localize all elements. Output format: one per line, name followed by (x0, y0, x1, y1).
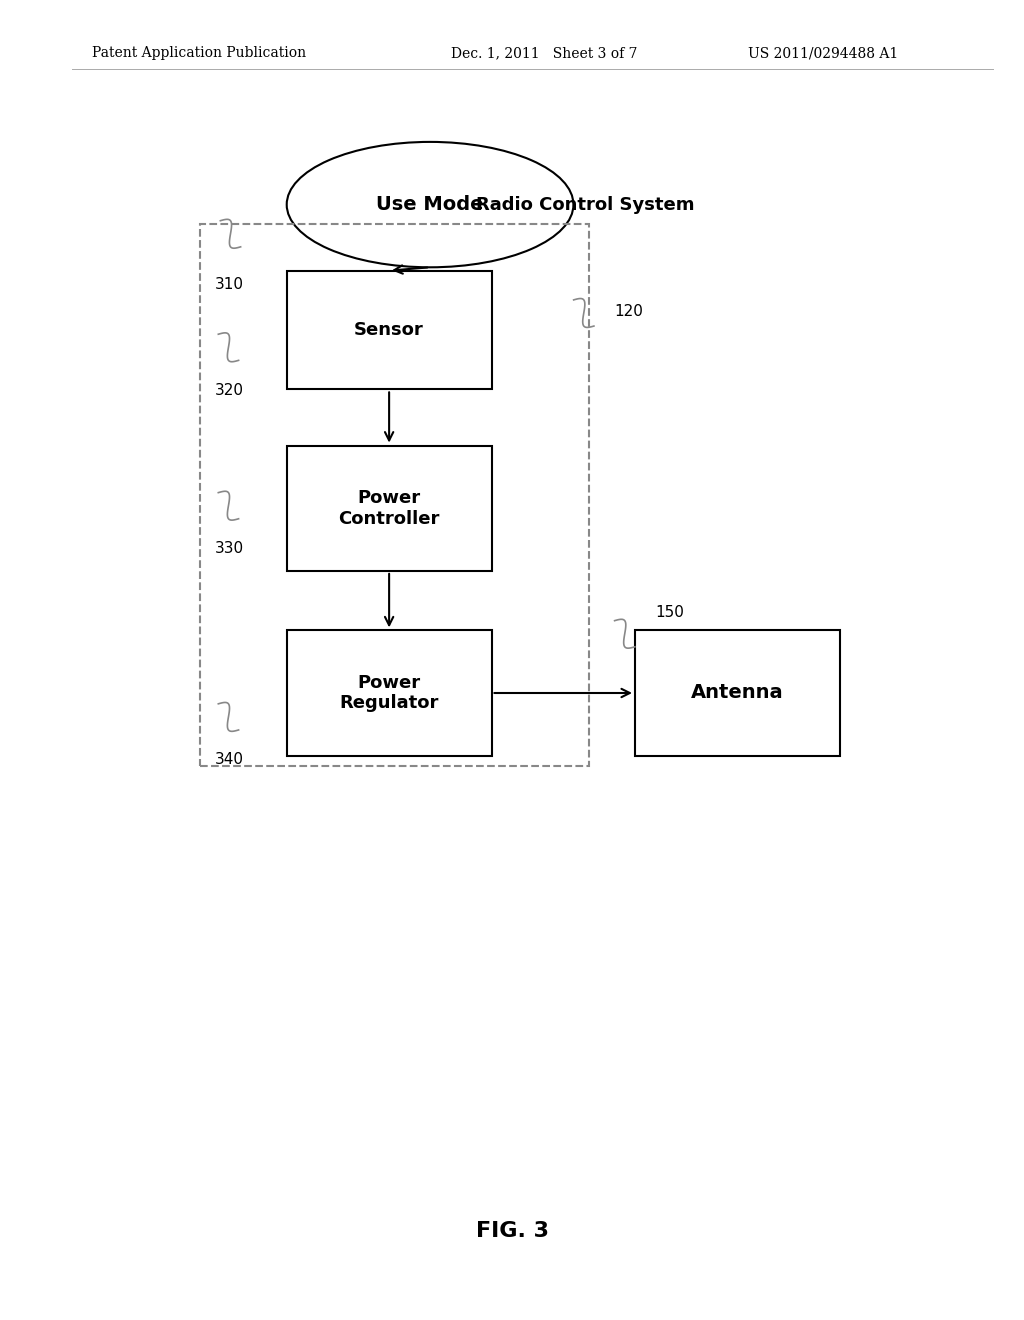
Text: Patent Application Publication: Patent Application Publication (92, 46, 306, 61)
FancyBboxPatch shape (287, 631, 492, 755)
FancyBboxPatch shape (287, 446, 492, 570)
Text: Sensor: Sensor (354, 321, 424, 339)
Text: Power
Regulator: Power Regulator (339, 673, 439, 713)
Text: 330: 330 (215, 541, 244, 556)
Text: 150: 150 (655, 606, 684, 620)
Text: Antenna: Antenna (691, 684, 783, 702)
Text: 320: 320 (215, 383, 244, 397)
Text: Use Mode: Use Mode (377, 195, 483, 214)
Text: 310: 310 (215, 277, 244, 292)
Text: 340: 340 (215, 752, 244, 767)
FancyBboxPatch shape (635, 631, 840, 755)
Text: 120: 120 (614, 304, 643, 318)
FancyBboxPatch shape (287, 271, 492, 389)
Text: FIG. 3: FIG. 3 (475, 1221, 549, 1241)
Text: Power
Controller: Power Controller (339, 488, 439, 528)
Text: Radio Control System: Radio Control System (476, 195, 694, 214)
Text: US 2011/0294488 A1: US 2011/0294488 A1 (748, 46, 898, 61)
Text: Dec. 1, 2011   Sheet 3 of 7: Dec. 1, 2011 Sheet 3 of 7 (451, 46, 637, 61)
